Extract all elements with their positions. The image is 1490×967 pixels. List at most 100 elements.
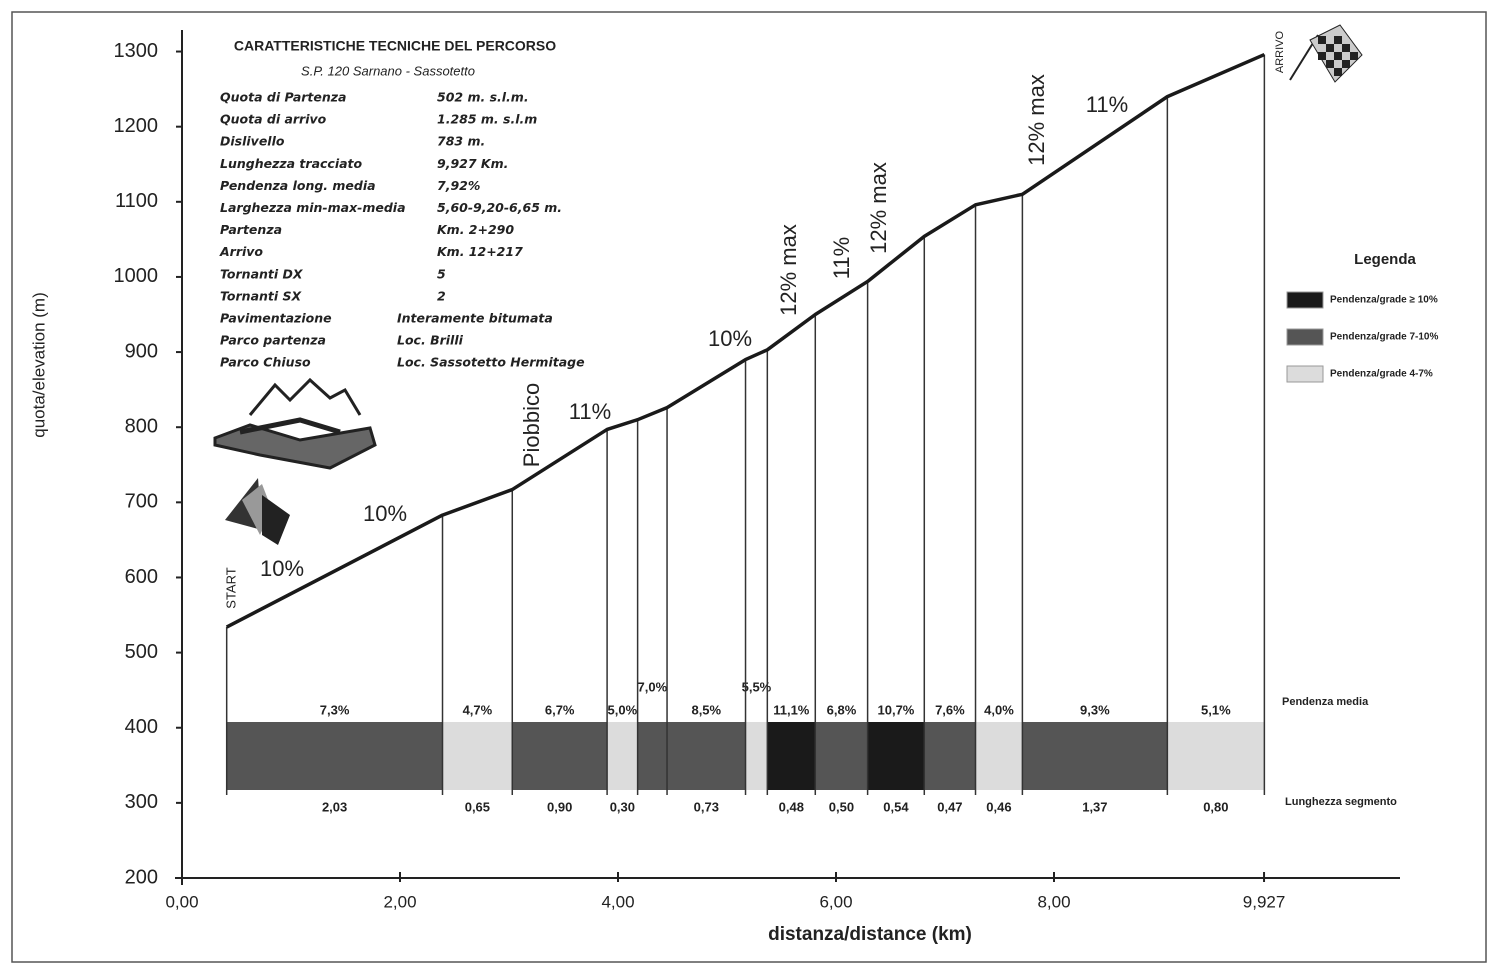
- annotation: 12% max: [776, 224, 801, 316]
- info-label: Pavimentazione: [220, 311, 332, 326]
- info-label: Arrivo: [219, 244, 263, 259]
- length-label: 0,90: [547, 799, 572, 814]
- info-value: 502 m. s.l.m.: [437, 90, 529, 105]
- grade-label: 10,7%: [878, 702, 915, 717]
- flag-icon: [225, 478, 290, 545]
- grade-label: 4,7%: [463, 702, 493, 717]
- finish-flag-icon: [1290, 25, 1362, 82]
- y-tick-label: 700: [125, 491, 158, 513]
- grade-label: 6,7%: [545, 702, 575, 717]
- grade-label: 4,0%: [984, 702, 1014, 717]
- grade-segment: [638, 722, 667, 790]
- x-tick-label: 2,00: [383, 892, 416, 911]
- grade-label: 11,1%: [773, 702, 810, 717]
- grade-row-label: Pendenza media: [1282, 696, 1369, 708]
- info-label: Partenza: [220, 222, 282, 237]
- mountain-icon: [215, 380, 375, 468]
- grade-segment: [443, 722, 513, 790]
- legend-label: Pendenza/grade ≥ 10%: [1330, 295, 1438, 306]
- grade-segment: [815, 722, 867, 790]
- y-tick-label: 1100: [115, 190, 158, 212]
- info-label: Quota di arrivo: [220, 112, 327, 127]
- y-tick-label: 600: [125, 566, 158, 588]
- y-tick-label: 1200: [114, 115, 159, 137]
- grade-segment: [746, 722, 768, 790]
- chart-subtitle: S.P. 120 Sarnano - Sassotetto: [301, 63, 475, 78]
- info-value: 9,927 Km.: [437, 156, 508, 171]
- annotation: 12% max: [1024, 74, 1049, 166]
- grade-label: 5,0%: [608, 702, 638, 717]
- annotation: ARRIVO: [1274, 30, 1286, 73]
- x-tick-label: 6,00: [819, 892, 852, 911]
- info-value: 5: [437, 266, 446, 281]
- x-tick-label: 4,00: [601, 892, 634, 911]
- info-label: Quota di Partenza: [220, 90, 346, 105]
- info-value: Km. 12+217: [437, 244, 523, 259]
- y-tick-label: 400: [125, 716, 158, 738]
- annotation: 10%: [708, 326, 752, 351]
- annotation: 11%: [829, 237, 854, 279]
- y-tick-label: 1300: [114, 40, 159, 62]
- annotation: 10%: [363, 501, 407, 526]
- y-tick-label: 900: [125, 340, 158, 362]
- length-label: 0,73: [694, 799, 719, 814]
- grade-label: 7,6%: [935, 702, 965, 717]
- length-label: 0,46: [986, 799, 1011, 814]
- length-label: 0,54: [883, 799, 909, 814]
- y-tick-label: 800: [125, 415, 158, 437]
- annotation: 11%: [569, 399, 611, 424]
- annotation: 10%: [260, 556, 304, 581]
- info-value: Km. 2+290: [437, 222, 514, 237]
- x-tick-label: 0,00: [165, 892, 198, 911]
- grade-segment: [1167, 722, 1264, 790]
- x-axis-label: distanza/distance (km): [768, 924, 972, 945]
- x-tick-label: 8,00: [1037, 892, 1070, 911]
- info-value: 2: [437, 288, 446, 303]
- y-tick-label: 300: [125, 791, 158, 813]
- length-label: 0,47: [937, 799, 962, 814]
- grade-segment: [868, 722, 925, 790]
- y-axis-label: quota/elevation (m): [29, 292, 48, 438]
- annotation: START: [223, 567, 238, 608]
- info-value: Loc. Brilli: [397, 333, 464, 348]
- grade-segment: [227, 722, 443, 790]
- grade-segment: [976, 722, 1023, 790]
- grade-label: 9,3%: [1080, 702, 1110, 717]
- info-value: 7,92%: [437, 178, 480, 193]
- legend-swatch: [1287, 292, 1323, 308]
- info-label: Parco partenza: [220, 333, 326, 348]
- info-label: Lunghezza tracciato: [220, 156, 363, 171]
- grade-segment: [512, 722, 607, 790]
- info-value: 783 m.: [437, 134, 485, 149]
- info-label: Larghezza min-max-media: [220, 200, 406, 215]
- legend-swatch: [1287, 329, 1323, 345]
- grade-segment: [1022, 722, 1167, 790]
- legend-title: Legenda: [1354, 251, 1416, 268]
- info-label: Tornanti SX: [220, 288, 303, 303]
- grade-segment: [767, 722, 815, 790]
- annotation: 12% max: [866, 162, 891, 254]
- length-label: 0,50: [829, 799, 854, 814]
- length-label: 0,65: [465, 799, 490, 814]
- legend-label: Pendenza/grade 4-7%: [1330, 369, 1433, 380]
- y-tick-label: 1000: [114, 265, 159, 287]
- length-label: 0,48: [779, 799, 804, 814]
- legend-label: Pendenza/grade 7-10%: [1330, 332, 1438, 343]
- chart-title: CARATTERISTICHE TECNICHE DEL PERCORSO: [234, 38, 556, 54]
- grade-label: 8,5%: [691, 702, 721, 717]
- y-tick-label: 500: [125, 641, 158, 663]
- annotation: 11%: [1086, 92, 1128, 117]
- info-label: Pendenza long. media: [220, 178, 376, 193]
- grade-segment: [924, 722, 975, 790]
- grade-label: 7,3%: [320, 702, 350, 717]
- info-value: 5,60-9,20-6,65 m.: [437, 200, 562, 215]
- legend-swatch: [1287, 366, 1323, 382]
- x-tick-label: 9,927: [1243, 892, 1286, 911]
- grade-label: 6,8%: [827, 702, 857, 717]
- annotation: Piobbico: [519, 383, 544, 467]
- grade-segment: [607, 722, 638, 790]
- info-value: 1.285 m. s.l.m: [437, 112, 537, 127]
- info-label: Tornanti DX: [220, 266, 304, 281]
- grade-segment: [667, 722, 745, 790]
- length-label: 1,37: [1082, 799, 1107, 814]
